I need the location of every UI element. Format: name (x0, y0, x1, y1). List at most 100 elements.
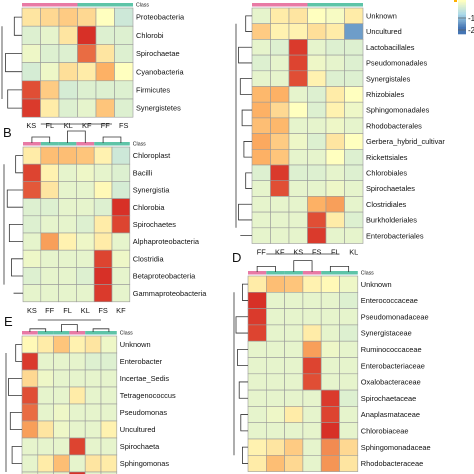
row-label: Unknown (361, 280, 392, 289)
heatmap-cell (76, 232, 95, 251)
heatmap-cell (114, 98, 134, 118)
color-legend-bar (458, 6, 466, 9)
row-label: Rickettsiales (366, 153, 408, 162)
heatmap-cell (111, 284, 131, 303)
heatmap-cell (339, 406, 359, 423)
heatmap-cell (100, 386, 118, 405)
heatmap-cell (69, 437, 86, 456)
heatmap-cell (288, 149, 308, 166)
heatmap-cell (100, 369, 118, 388)
heatmap-cell (37, 437, 54, 456)
heatmap-cell (325, 196, 345, 213)
heatmap-cell (339, 291, 359, 309)
heatmap-cell (100, 420, 118, 439)
heatmap-cell (247, 454, 267, 472)
color-legend-bar (458, 5, 466, 8)
heatmap-cell (251, 180, 271, 197)
heatmap-cell (53, 454, 70, 473)
heatmap-cell (21, 44, 41, 63)
class-annotation-cell (37, 331, 54, 335)
heatmap-cell (288, 70, 308, 87)
row-label: Betaproteobacteria (133, 272, 196, 281)
heatmap-cell (95, 62, 115, 82)
heatmap-cell (40, 249, 59, 268)
row-label: Clostridia (133, 254, 165, 263)
heatmap-cell (111, 163, 131, 182)
heatmap-cell (69, 369, 86, 388)
row-label: Chlorobia (133, 203, 166, 212)
heatmap-cell (284, 454, 304, 472)
heatmap-cell (339, 422, 359, 440)
heatmap-cell (344, 70, 364, 87)
heatmap-cell (69, 420, 86, 439)
row-dendrogram-branch (15, 344, 22, 362)
heatmap-cell (22, 215, 42, 234)
heatmap-cell (40, 146, 59, 165)
heatmap-cell (111, 198, 131, 217)
legend-top-tick (454, 0, 457, 2)
class-annotation-cell (101, 331, 117, 335)
row-label: Spirochaetae (136, 49, 180, 58)
row-dendrogram-branch (237, 348, 248, 367)
heatmap-cell (251, 117, 271, 134)
class-annotation-cell (344, 3, 363, 7)
heatmap-cell (84, 335, 102, 354)
heatmap-cell (325, 7, 345, 24)
heatmap-cell (307, 211, 327, 229)
row-label: Spirochaetales (366, 184, 415, 193)
heatmap-cell (53, 386, 70, 405)
column-label: KS (293, 248, 303, 257)
heatmap-cell (58, 249, 77, 268)
row-dendrogram-branch (242, 283, 248, 301)
heatmap-cell (76, 181, 95, 199)
heatmap-cell (40, 198, 59, 217)
heatmap-cell (100, 437, 118, 456)
class-annotation-cell (76, 142, 95, 146)
class-annotation-cell (112, 142, 130, 146)
heatmap-cell (302, 406, 322, 423)
heatmap-cell (84, 437, 102, 456)
color-legend-bar (458, 25, 466, 28)
row-label: Alphaproteobacteria (133, 237, 200, 246)
column-label: KS (26, 121, 36, 130)
class-annotation-cell (252, 3, 271, 7)
heatmap-cell (284, 373, 304, 391)
heatmap-cell (325, 86, 345, 103)
row-label: Enterobacter (120, 357, 163, 366)
heatmap-cell (58, 25, 78, 45)
row-dendrogram-branch (11, 258, 23, 277)
heatmap-cell (37, 352, 54, 371)
heatmap-cell (320, 275, 340, 293)
color-legend-bar (458, 32, 466, 35)
column-label: FF (257, 248, 267, 257)
heatmap-cell (307, 196, 327, 213)
heatmap-cell (22, 163, 42, 182)
row-label: Firmicutes (136, 86, 170, 95)
heatmap-cell (339, 389, 359, 407)
heatmap-cell (284, 357, 304, 375)
heatmap-cell (114, 25, 134, 45)
heatmap-cell (69, 471, 86, 474)
color-legend-tick-label: -1 (468, 14, 474, 23)
row-dendrogram-branch (239, 78, 252, 95)
heatmap-cell (284, 422, 304, 440)
row-label: Sphingomonas (120, 459, 170, 468)
heatmap-cell (307, 54, 327, 72)
heatmap-cell (247, 389, 267, 407)
heatmap-cell (265, 324, 285, 342)
heatmap-cell (114, 44, 134, 63)
class-annotation-cell (339, 271, 358, 275)
class-annotation-cell (321, 271, 340, 275)
heatmap-cell (270, 117, 290, 134)
heatmap-cell (325, 23, 345, 40)
heatmap-cell (40, 232, 59, 251)
column-label: FF (101, 121, 111, 130)
heatmap-cell (93, 284, 113, 303)
heatmap-cell (58, 80, 78, 100)
heatmap-cell (77, 80, 97, 100)
heatmap-cell (100, 335, 118, 354)
heatmap-cell (40, 62, 60, 82)
heatmap-cell (100, 471, 118, 474)
row-dendrogram-branch (13, 16, 22, 36)
heatmap-cell (37, 420, 54, 439)
